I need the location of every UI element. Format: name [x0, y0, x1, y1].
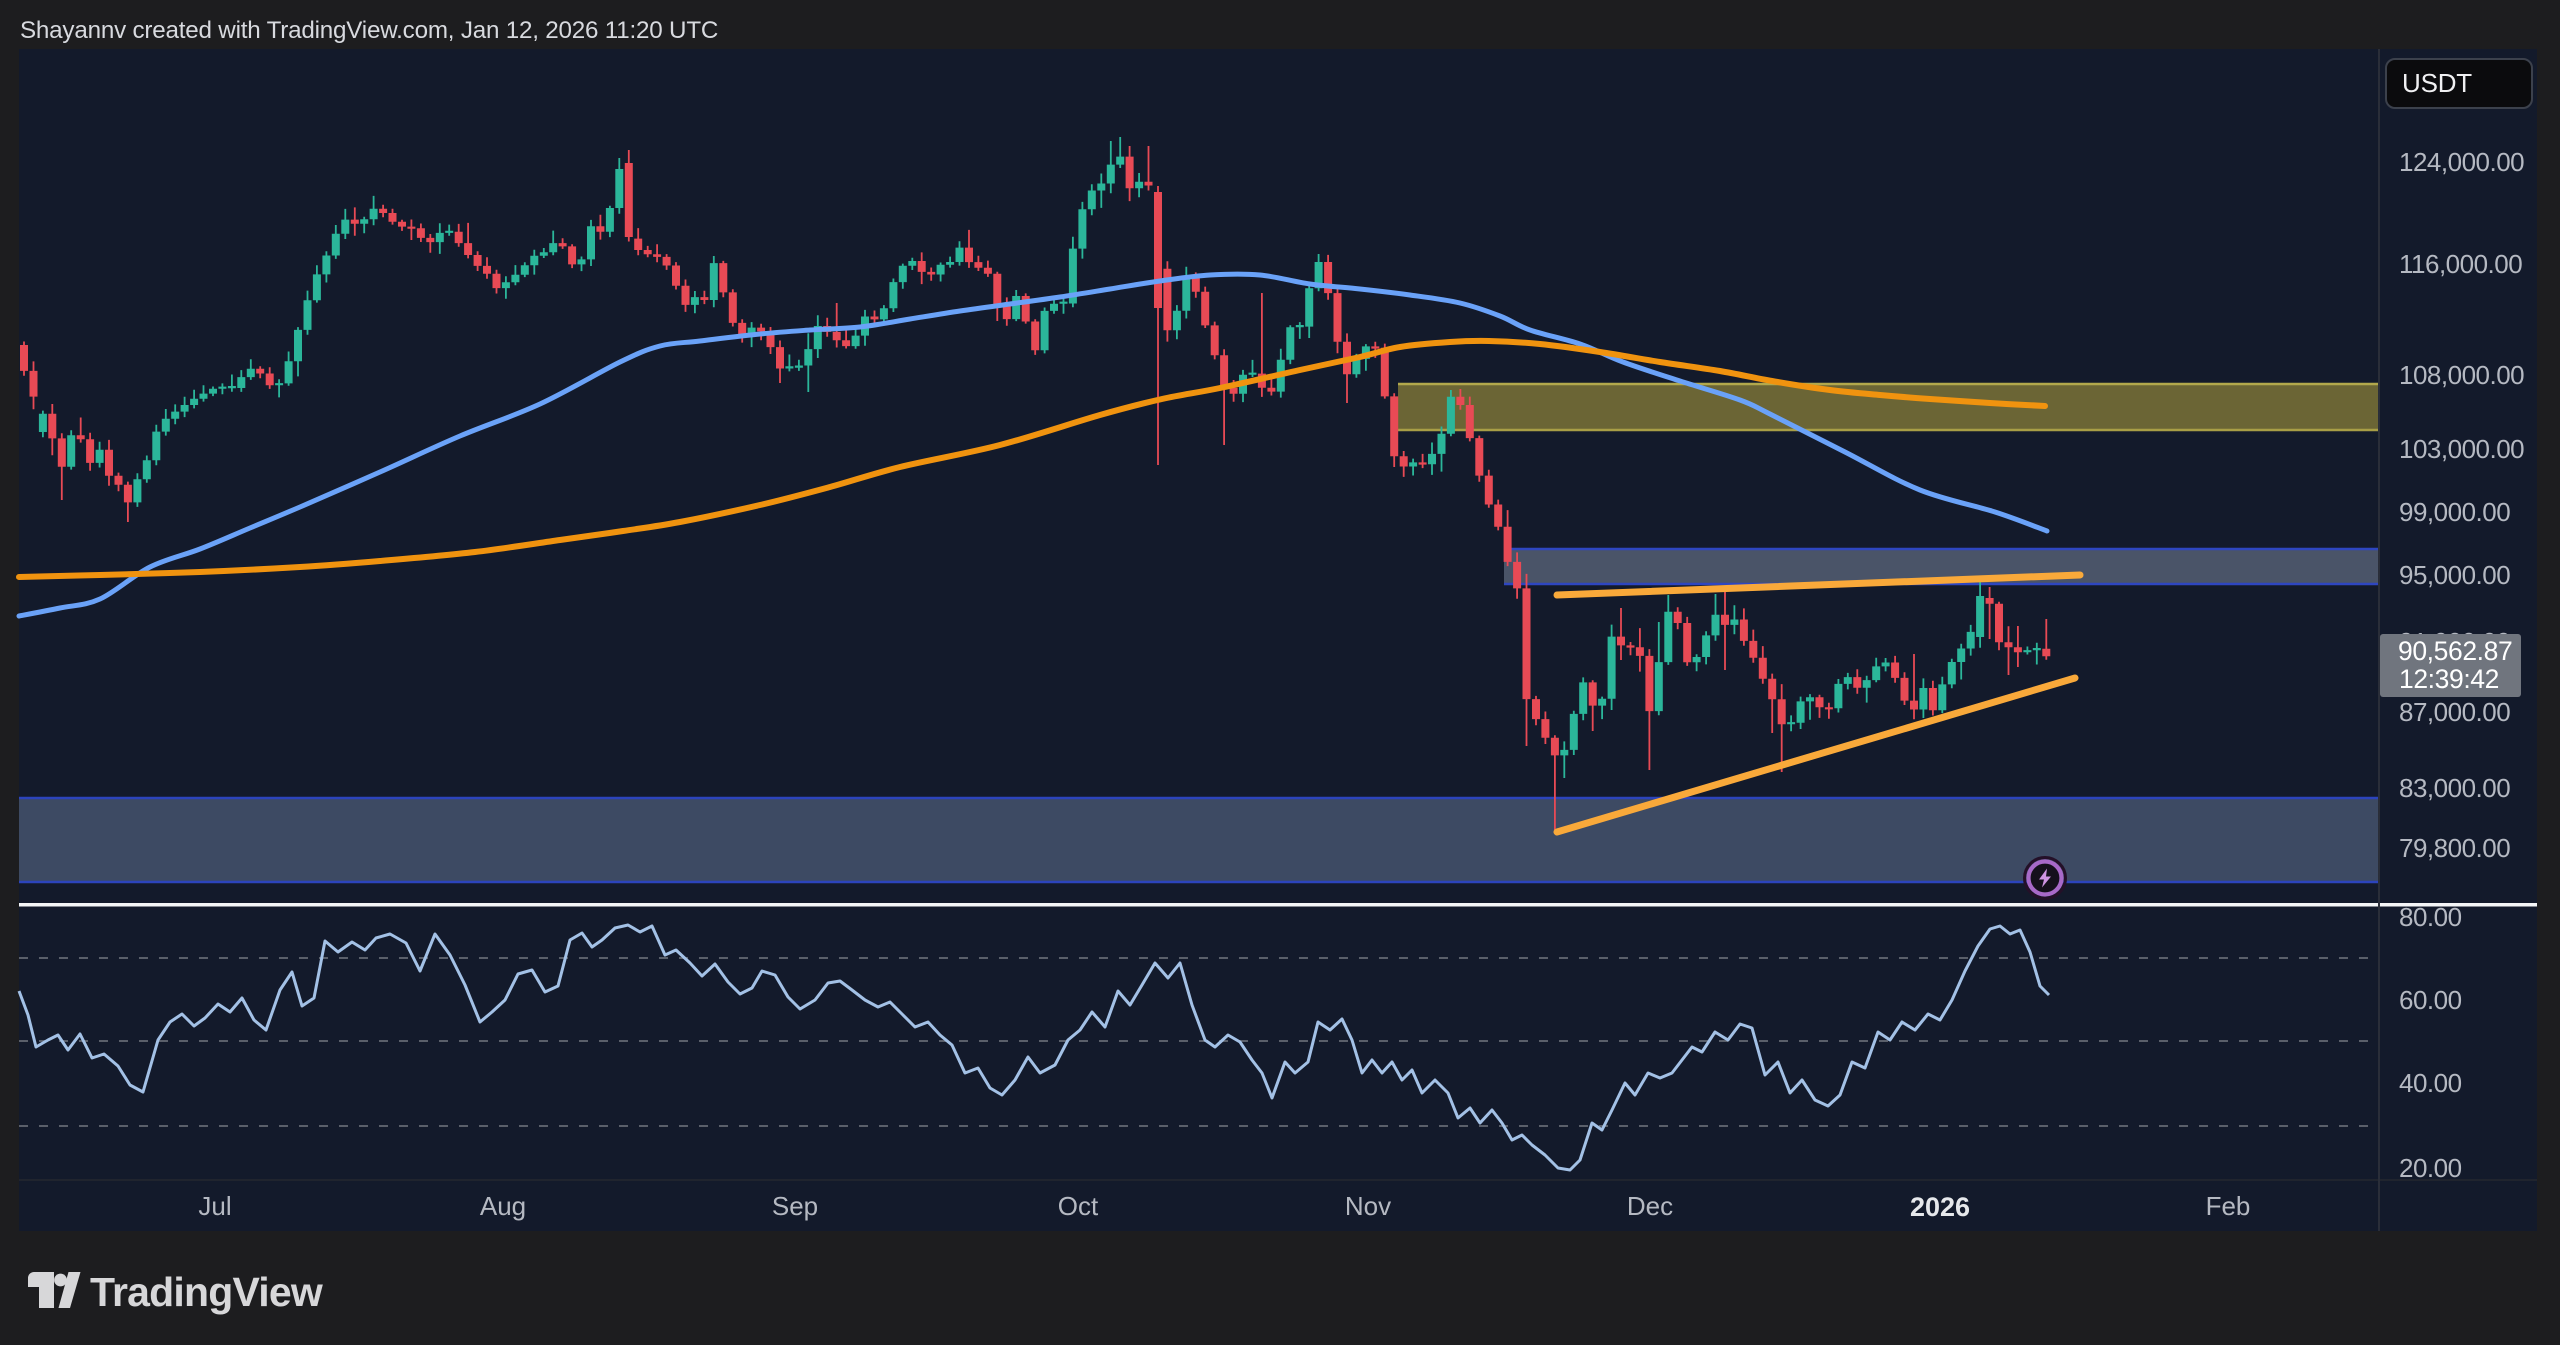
svg-text:TradingView: TradingView	[90, 1269, 323, 1315]
svg-text:83,000.00: 83,000.00	[2399, 773, 2510, 803]
svg-text:20.00: 20.00	[2399, 1153, 2462, 1183]
svg-text:124,000.00: 124,000.00	[2399, 147, 2524, 177]
svg-text:2026: 2026	[1910, 1192, 1970, 1222]
svg-text:Jul: Jul	[198, 1191, 231, 1221]
svg-text:60.00: 60.00	[2399, 985, 2462, 1015]
svg-text:Feb: Feb	[2206, 1191, 2251, 1221]
svg-text:Sep: Sep	[772, 1191, 818, 1221]
svg-text:Dec: Dec	[1627, 1191, 1673, 1221]
svg-text:12:39:42: 12:39:42	[2399, 664, 2499, 694]
svg-text:99,000.00: 99,000.00	[2399, 497, 2510, 527]
svg-text:87,000.00: 87,000.00	[2399, 697, 2510, 727]
svg-text:40.00: 40.00	[2399, 1068, 2462, 1098]
svg-text:80.00: 80.00	[2399, 902, 2462, 932]
svg-text:Shayannv created with TradingV: Shayannv created with TradingView.com, J…	[20, 17, 718, 44]
svg-text:90,562.87: 90,562.87	[2398, 636, 2512, 666]
svg-text:79,800.00: 79,800.00	[2399, 833, 2510, 863]
svg-text:116,000.00: 116,000.00	[2399, 249, 2522, 279]
svg-text:95,000.00: 95,000.00	[2399, 560, 2510, 590]
svg-text:108,000.00: 108,000.00	[2399, 360, 2524, 390]
svg-text:Oct: Oct	[1058, 1191, 1099, 1221]
svg-text:Nov: Nov	[1345, 1191, 1391, 1221]
svg-text:103,000.00: 103,000.00	[2399, 434, 2524, 464]
svg-text:USDT: USDT	[2402, 68, 2472, 98]
svg-text:Aug: Aug	[480, 1191, 526, 1221]
